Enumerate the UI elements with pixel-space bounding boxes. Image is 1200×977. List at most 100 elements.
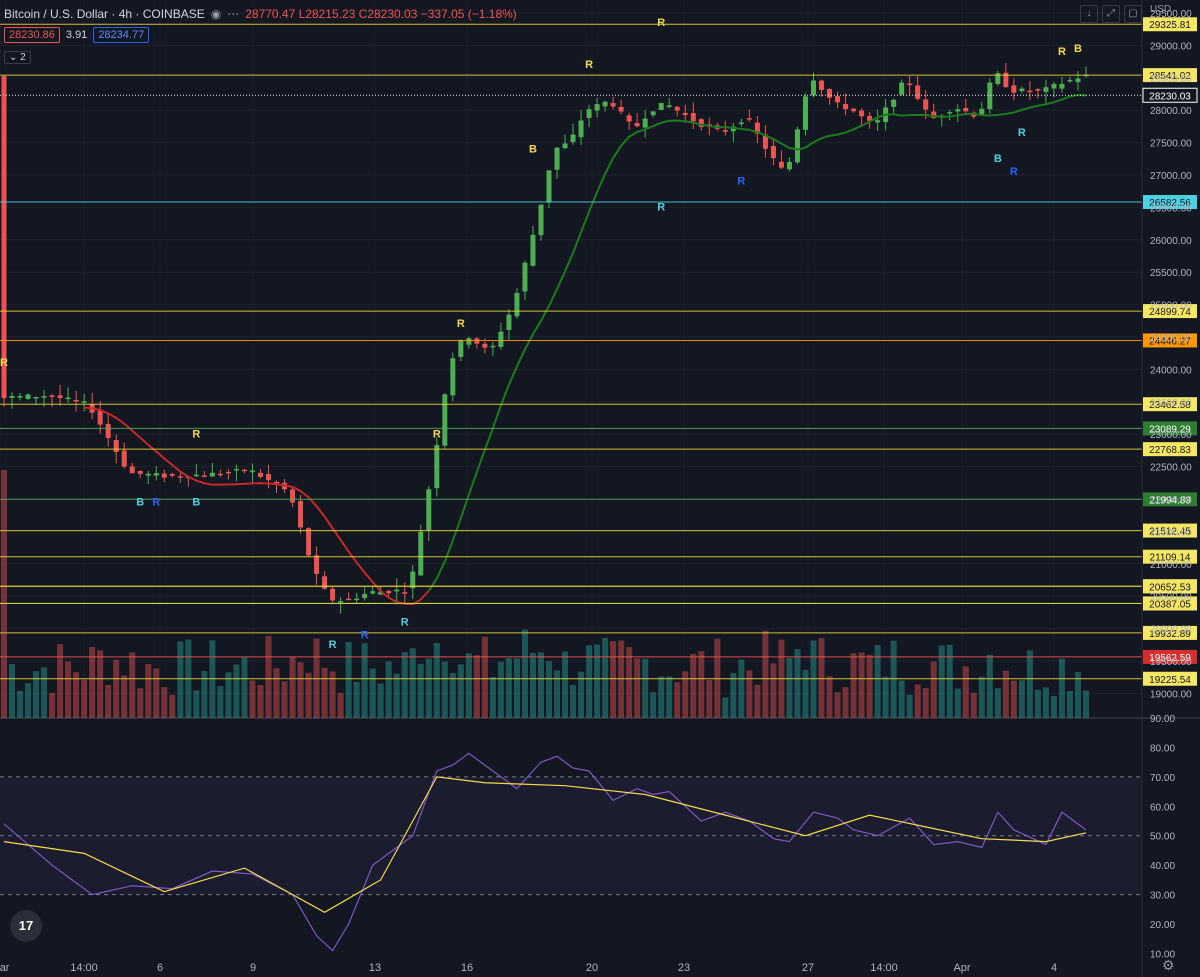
candle-body bbox=[394, 589, 400, 592]
candle-body bbox=[113, 439, 119, 452]
tradingview-logo[interactable]: 17 bbox=[10, 910, 42, 942]
candle-body bbox=[33, 396, 39, 399]
rsi-tick-label: 50.00 bbox=[1150, 832, 1175, 843]
level-price-tag bbox=[1143, 304, 1197, 319]
volume-bar bbox=[1010, 680, 1017, 718]
volume-bar bbox=[626, 647, 633, 718]
volume-bar bbox=[690, 653, 697, 718]
volume-bar bbox=[922, 688, 929, 718]
expand-icon[interactable]: ⤢ bbox=[1102, 5, 1120, 23]
volume-bar bbox=[33, 671, 40, 718]
candle-body bbox=[754, 122, 760, 134]
candle-body bbox=[474, 338, 480, 344]
price-tick-label: 29000.00 bbox=[1150, 41, 1192, 52]
volume-bar bbox=[225, 672, 232, 718]
signal-label: B bbox=[1074, 43, 1082, 55]
volume-bar bbox=[353, 681, 360, 718]
volume-bar bbox=[257, 684, 264, 718]
time-tick-label: 14:00 bbox=[870, 962, 898, 974]
volume-bar bbox=[377, 683, 384, 718]
price-tick-label: 19500.00 bbox=[1150, 657, 1192, 668]
volume-bar bbox=[289, 657, 296, 718]
price-tick-label: 23000.00 bbox=[1150, 430, 1192, 441]
volume-bar bbox=[9, 664, 16, 718]
rsi-tick-label: 30.00 bbox=[1150, 891, 1175, 902]
indicator-count: 2 bbox=[20, 52, 26, 63]
level-price-tag bbox=[1143, 649, 1197, 664]
level-price-label: 21109.14 bbox=[1150, 553, 1191, 564]
price-tick-label: 20500.00 bbox=[1150, 592, 1192, 603]
level-price-tag bbox=[1143, 492, 1197, 507]
candle-body bbox=[490, 345, 496, 348]
trend-line-bullish bbox=[427, 93, 1087, 592]
candle-body bbox=[1035, 89, 1041, 91]
candle-body bbox=[370, 591, 376, 594]
signal-label: R bbox=[585, 59, 593, 71]
volume-bar bbox=[946, 644, 953, 718]
settings-gear-icon[interactable]: ⚙ bbox=[1162, 957, 1175, 973]
volume-bar bbox=[986, 654, 993, 718]
level-price-tag bbox=[1143, 523, 1197, 538]
signal-label: R bbox=[657, 202, 665, 214]
level-price-tag bbox=[1143, 195, 1197, 210]
volume-bar bbox=[121, 675, 128, 718]
candle-body bbox=[153, 473, 159, 476]
candle-body bbox=[145, 473, 151, 476]
fullscreen-icon[interactable]: ▢ bbox=[1124, 5, 1142, 23]
ask-price[interactable]: 28234.77 bbox=[93, 27, 150, 43]
volume-bar bbox=[17, 690, 24, 718]
volume-bar bbox=[650, 692, 657, 718]
candle-body bbox=[201, 475, 207, 477]
volume-bar bbox=[994, 688, 1001, 718]
candle-body bbox=[827, 89, 833, 98]
volume-bar bbox=[65, 661, 72, 718]
volume-bar bbox=[385, 661, 392, 718]
candle-body bbox=[450, 358, 456, 396]
volume-bar bbox=[265, 636, 272, 718]
volume-bar bbox=[1042, 687, 1049, 718]
signal-label: R bbox=[152, 496, 160, 508]
time-tick-label: 9 bbox=[250, 962, 256, 974]
level-price-label: 29325.81 bbox=[1149, 20, 1191, 31]
eye-icon[interactable]: ◉ bbox=[210, 7, 222, 21]
candle-body bbox=[979, 108, 985, 116]
candle-body bbox=[794, 129, 800, 163]
volume-bar bbox=[57, 644, 64, 718]
volume-bar bbox=[546, 661, 553, 718]
candle-body bbox=[233, 468, 239, 471]
arrow-down-icon[interactable]: ↓ bbox=[1080, 5, 1098, 23]
candle-body bbox=[786, 161, 792, 170]
candle-body bbox=[314, 555, 320, 574]
candle-body bbox=[859, 110, 865, 117]
bid-price[interactable]: 28230.86 bbox=[4, 27, 60, 43]
volume-bar bbox=[313, 638, 320, 718]
indicator-count-toggle[interactable]: ⌄ 2 bbox=[4, 51, 31, 64]
volume-bar bbox=[954, 688, 961, 718]
signal-label: R bbox=[192, 428, 200, 440]
candle-body bbox=[586, 109, 592, 118]
volume-bar bbox=[337, 692, 344, 718]
level-price-tag bbox=[1143, 17, 1197, 32]
volume-bar bbox=[473, 655, 480, 718]
volume-bar bbox=[970, 692, 977, 718]
rsi-tick-label: 90.00 bbox=[1150, 714, 1175, 725]
volume-bar bbox=[153, 668, 160, 718]
volume-bar bbox=[1058, 658, 1065, 718]
symbol-header: Bitcoin / U.S. Dollar · 4h · COINBASE ◉ … bbox=[4, 4, 517, 24]
candle-body bbox=[907, 83, 913, 86]
price-tick-label: 25500.00 bbox=[1150, 268, 1192, 279]
volume-bar bbox=[505, 658, 512, 718]
signal-label: R bbox=[737, 176, 745, 188]
candle-body bbox=[49, 395, 55, 397]
settings-icon[interactable]: ⋯ bbox=[227, 7, 240, 21]
currency-label[interactable]: USD bbox=[1150, 4, 1172, 15]
price-tick-label: 21500.00 bbox=[1150, 527, 1192, 538]
volume-bar bbox=[457, 664, 464, 718]
symbol-title[interactable]: Bitcoin / U.S. Dollar · 4h · COINBASE bbox=[4, 7, 205, 21]
volume-bar bbox=[594, 644, 601, 718]
level-price-label: 21994.83 bbox=[1149, 495, 1191, 506]
volume-bar bbox=[81, 679, 88, 718]
volume-bar bbox=[49, 692, 56, 718]
